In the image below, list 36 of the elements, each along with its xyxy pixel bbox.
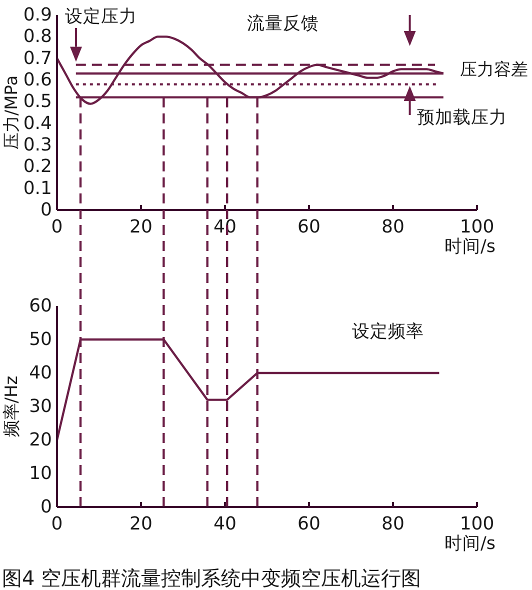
y-tick-label: 0.1 — [23, 178, 52, 199]
annotation: 设定频率 — [352, 321, 424, 342]
x-tick-label: 40 — [214, 514, 236, 534]
annotation: 设定压力 — [65, 6, 137, 27]
x-axis-title: 时间/s — [444, 534, 496, 554]
annotation: 预加载压力 — [417, 108, 507, 128]
y-tick-label: 20 — [29, 430, 52, 450]
y-tick-label: 0.4 — [23, 112, 52, 134]
x-tick-label: 80 — [382, 514, 404, 534]
y-tick-label: 0.8 — [23, 26, 52, 48]
y-axis-title: 频率/Hz — [2, 376, 22, 438]
x-tick-label: 100 — [460, 216, 494, 238]
annotation: 压力容差 — [460, 60, 528, 80]
y-tick-label: 30 — [29, 396, 52, 417]
y-tick-label: 0.6 — [23, 70, 52, 90]
y-tick-label: 0.2 — [23, 156, 52, 178]
y-axis-title: 压力/MPa — [2, 75, 22, 150]
x-tick-label: 60 — [298, 514, 320, 534]
x-tick-label: 100 — [460, 514, 494, 534]
x-tick-label: 20 — [130, 216, 152, 238]
y-tick-label: 0.5 — [23, 91, 52, 112]
y-tick-label: 0.9 — [23, 4, 52, 26]
y-tick-label: 10 — [29, 463, 52, 484]
y-tick-label: 50 — [29, 329, 52, 350]
y-tick-label: 0 — [40, 200, 52, 220]
y-tick-label: 40 — [29, 362, 52, 384]
x-tick-label: 60 — [298, 216, 320, 238]
annotation: 流量反馈 — [247, 13, 319, 34]
x-tick-label: 80 — [382, 216, 404, 238]
y-tick-label: 0.3 — [23, 134, 52, 156]
y-tick-label: 0.7 — [23, 48, 52, 69]
caption: 图4 空压机群流量控制系统中变频空压机运行图 — [2, 566, 422, 590]
x-tick-label: 20 — [130, 514, 152, 534]
y-tick-label: 60 — [29, 296, 52, 316]
y-tick-label: 0 — [40, 496, 52, 518]
x-axis-title: 时间/s — [444, 237, 496, 257]
